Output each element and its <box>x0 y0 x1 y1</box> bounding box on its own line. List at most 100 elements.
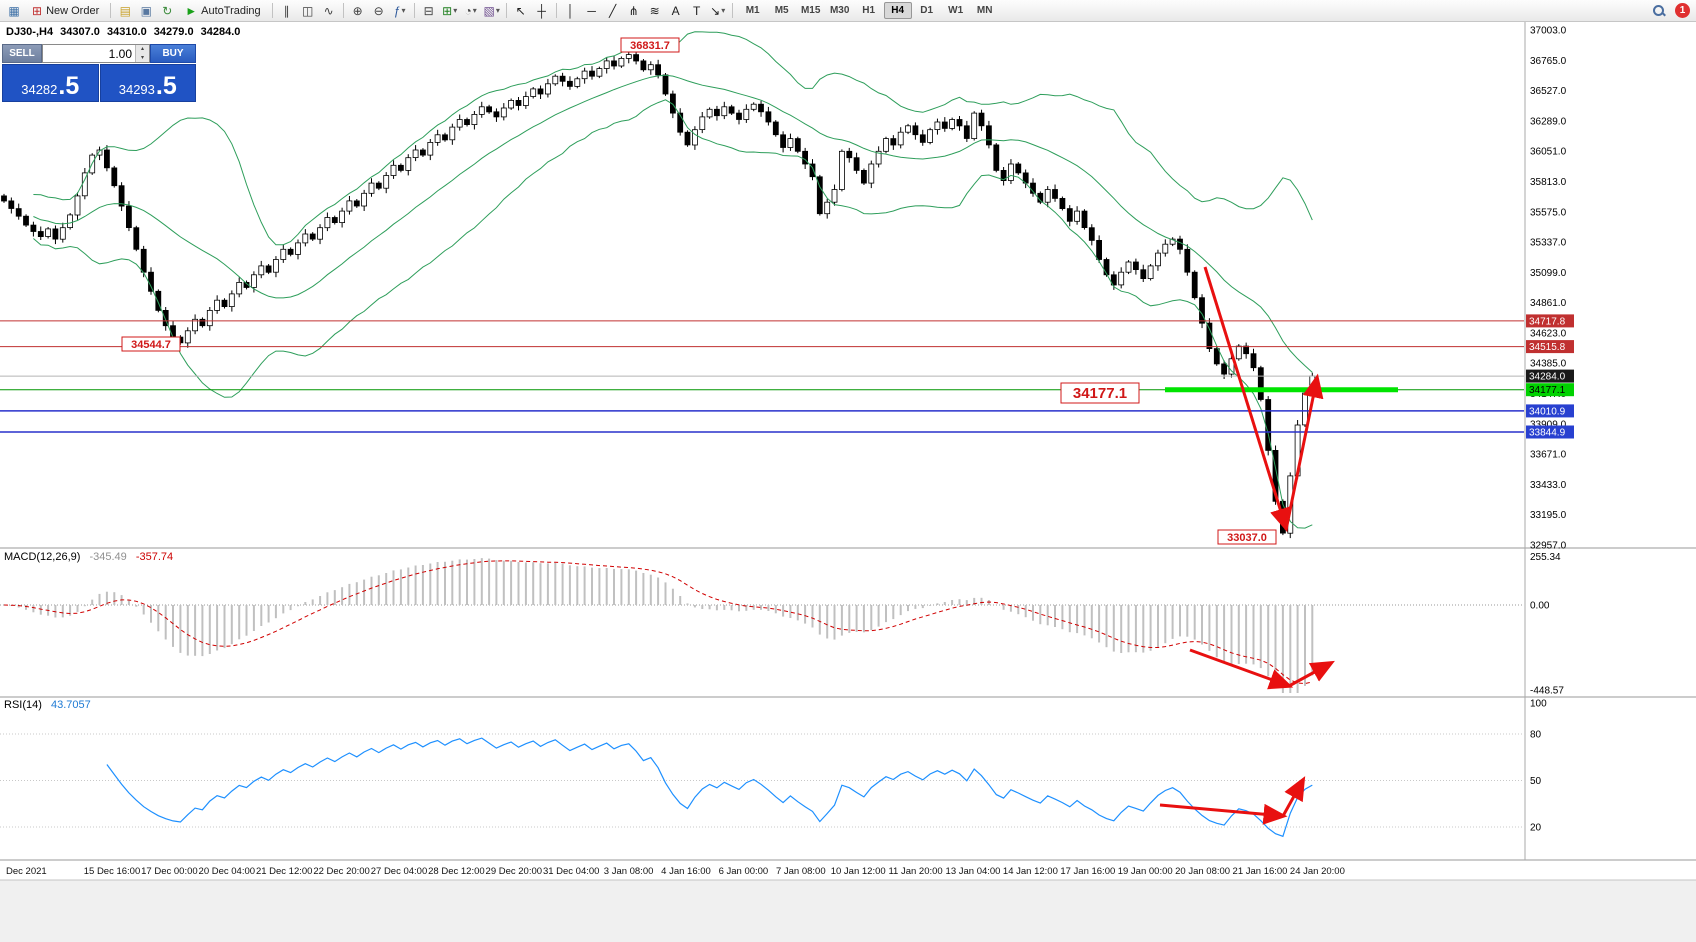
new-window-icon[interactable]: ▦ <box>4 1 24 21</box>
svg-text:20: 20 <box>1530 823 1542 834</box>
svg-text:19 Jan 00:00: 19 Jan 00:00 <box>1118 866 1173 877</box>
svg-text:13 Jan 04:00: 13 Jan 04:00 <box>946 866 1001 877</box>
buy-price[interactable]: 34293 .5 <box>99 64 196 102</box>
timeframe-button-d1[interactable]: D1 <box>920 5 934 16</box>
open-value: 34307.0 <box>60 26 100 38</box>
one-click-trading-panel: SELL ▴ ▾ BUY 34282 .5 34293 .5 <box>2 44 196 102</box>
trend-arrows[interactable] <box>1159 266 1335 825</box>
timeframe-button-m15[interactable]: M15 <box>800 5 821 16</box>
dropdown-arrow-icon[interactable]: ▾ <box>472 6 477 15</box>
timeframe-button-w1[interactable]: W1 <box>948 5 964 16</box>
autotrading-button[interactable]: ► AutoTrading <box>178 1 267 21</box>
svg-text:Dec 2021: Dec 2021 <box>6 866 47 877</box>
price-flag-box[interactable] <box>1060 382 1140 404</box>
zoom-out-icon[interactable]: ⊖ <box>369 1 389 21</box>
svg-text:33909.0: 33909.0 <box>1530 419 1567 430</box>
trendline-icon[interactable]: ╱ <box>603 1 623 21</box>
horizontal-line-icon[interactable]: ─ <box>582 1 602 21</box>
svg-text:34544.7: 34544.7 <box>131 339 171 351</box>
timeframe-button-h1[interactable]: H1 <box>862 5 876 16</box>
timeframe-button-m30[interactable]: M30 <box>829 5 850 16</box>
sell-price[interactable]: 34282 .5 <box>2 64 99 102</box>
dropdown-arrow-icon[interactable]: ▾ <box>401 6 406 15</box>
dropdown-arrow-icon[interactable]: ▾ <box>721 6 726 15</box>
print-icon[interactable]: ▣ <box>136 1 156 21</box>
line-chart-icon[interactable]: ∿ <box>319 1 339 21</box>
candlestick-chart-icon[interactable]: ◫ <box>298 1 318 21</box>
chart-canvas[interactable]: 37003.0 36765.0 36527.0 36289.0 36051.0 35813… <box>0 22 1696 942</box>
volume-input[interactable] <box>43 45 135 62</box>
dropdown-arrow-icon[interactable]: ▾ <box>495 6 500 15</box>
macd-main-value: -345.49 <box>89 551 127 563</box>
timeframe-button-h4[interactable]: H4 <box>883 2 912 19</box>
refresh-icon[interactable]: ↻ <box>157 1 177 21</box>
annotation-arrow[interactable] <box>1159 803 1288 825</box>
volume-up-icon[interactable]: ▴ <box>136 45 149 54</box>
crosshair-icon[interactable]: ┼ <box>532 1 552 21</box>
periods-icon[interactable]: ◔ ▾ <box>461 1 481 21</box>
buy-button[interactable]: BUY <box>150 44 196 63</box>
svg-text:33671.0: 33671.0 <box>1530 450 1567 461</box>
equidistant-channel-icon[interactable]: ⋔ <box>624 1 644 21</box>
fibonacci-icon[interactable]: ≋ <box>645 1 665 21</box>
notification-badge[interactable]: 1 <box>1675 3 1690 18</box>
price-flag-box[interactable] <box>620 37 680 53</box>
vertical-line-icon[interactable]: │ <box>561 1 581 21</box>
svg-text:36289.0: 36289.0 <box>1530 116 1567 127</box>
timeframe-button-mn[interactable]: MN <box>976 5 993 16</box>
price-tag <box>1526 383 1574 397</box>
tile-windows-icon: ⊟ <box>423 3 434 18</box>
volume-stepper: ▴ ▾ <box>135 45 149 62</box>
price-flag-box[interactable] <box>1217 529 1277 545</box>
volume-down-icon[interactable]: ▾ <box>136 53 149 62</box>
tile-windows-icon[interactable]: ⊟ <box>419 1 439 21</box>
templates-icon[interactable]: ▧ ▾ <box>482 1 502 21</box>
svg-text:33433.0: 33433.0 <box>1530 480 1567 491</box>
svg-text:21 Dec 12:00: 21 Dec 12:00 <box>256 866 313 877</box>
price-axis[interactable]: 37003.0 36765.0 36527.0 36289.0 36051.0 35813… <box>1526 26 1574 834</box>
buy-price-pips: .5 <box>155 72 177 100</box>
text-label-icon[interactable]: T <box>687 1 707 21</box>
price-flag-box[interactable] <box>121 336 181 352</box>
text-icon[interactable]: A <box>666 1 686 21</box>
text-label-icon: T <box>693 3 701 18</box>
indicators-icon[interactable]: ƒ ▾ <box>390 1 410 21</box>
toolbar-separator <box>110 3 112 18</box>
svg-text:24 Jan 20:00: 24 Jan 20:00 <box>1290 866 1345 877</box>
annotation-arrow[interactable] <box>1203 266 1291 533</box>
price-flag-labels[interactable]: 36831.7 34544.7 33037.0 34177.1 <box>121 37 1277 545</box>
dropdown-arrow-icon[interactable]: ▾ <box>453 6 458 15</box>
crosshair-icon: ┼ <box>537 3 546 18</box>
svg-text:36051.0: 36051.0 <box>1530 147 1567 158</box>
horizontal-lines[interactable] <box>0 320 1524 433</box>
annotation-arrow[interactable] <box>1189 648 1294 690</box>
timeframe-button-m1[interactable]: M1 <box>745 5 760 16</box>
macd-label: MACD(12,26,9) -345.49 -357.74 <box>4 551 173 563</box>
price-tag <box>1526 425 1574 439</box>
bar-chart-icon[interactable]: ∥ <box>277 1 297 21</box>
annotation-arrow[interactable] <box>1284 373 1324 531</box>
svg-text:34861.0: 34861.0 <box>1530 298 1567 309</box>
svg-text:17 Dec 00:00: 17 Dec 00:00 <box>141 866 198 877</box>
annotation-arrow[interactable] <box>1281 776 1306 817</box>
svg-text:34717.8: 34717.8 <box>1529 316 1566 327</box>
time-axis[interactable]: Dec 2021 15 Dec 16:00 17 Dec 00:00 20 Dec 0… <box>6 866 1345 877</box>
rsi-value: 43.7057 <box>50 699 91 711</box>
zoom-in-icon[interactable]: ⊕ <box>348 1 368 21</box>
timeframe-button-m5[interactable]: M5 <box>774 5 789 16</box>
autotrading-button-label: AutoTrading <box>201 4 261 17</box>
svg-text:100: 100 <box>1530 699 1547 710</box>
metaeditor-icon[interactable]: ▤ <box>115 1 135 21</box>
new-order-button[interactable]: ⊞ New Order <box>25 1 106 21</box>
search-icon[interactable] <box>1652 4 1666 18</box>
svg-text:34515.8: 34515.8 <box>1529 342 1566 353</box>
new-chart-icon[interactable]: ⊞ ▾ <box>440 1 460 21</box>
svg-text:36765.0: 36765.0 <box>1530 56 1567 67</box>
cursor-icon[interactable]: ↖ <box>511 1 531 21</box>
svg-text:6 Jan 00:00: 6 Jan 00:00 <box>719 866 769 877</box>
autotrading-icon: ► <box>185 3 198 18</box>
arrows-tool-icon[interactable]: ↘ ▾ <box>708 1 728 21</box>
sell-button[interactable]: SELL <box>2 44 42 63</box>
annotation-arrow[interactable] <box>1288 660 1335 688</box>
svg-text:17 Jan 16:00: 17 Jan 16:00 <box>1060 866 1115 877</box>
